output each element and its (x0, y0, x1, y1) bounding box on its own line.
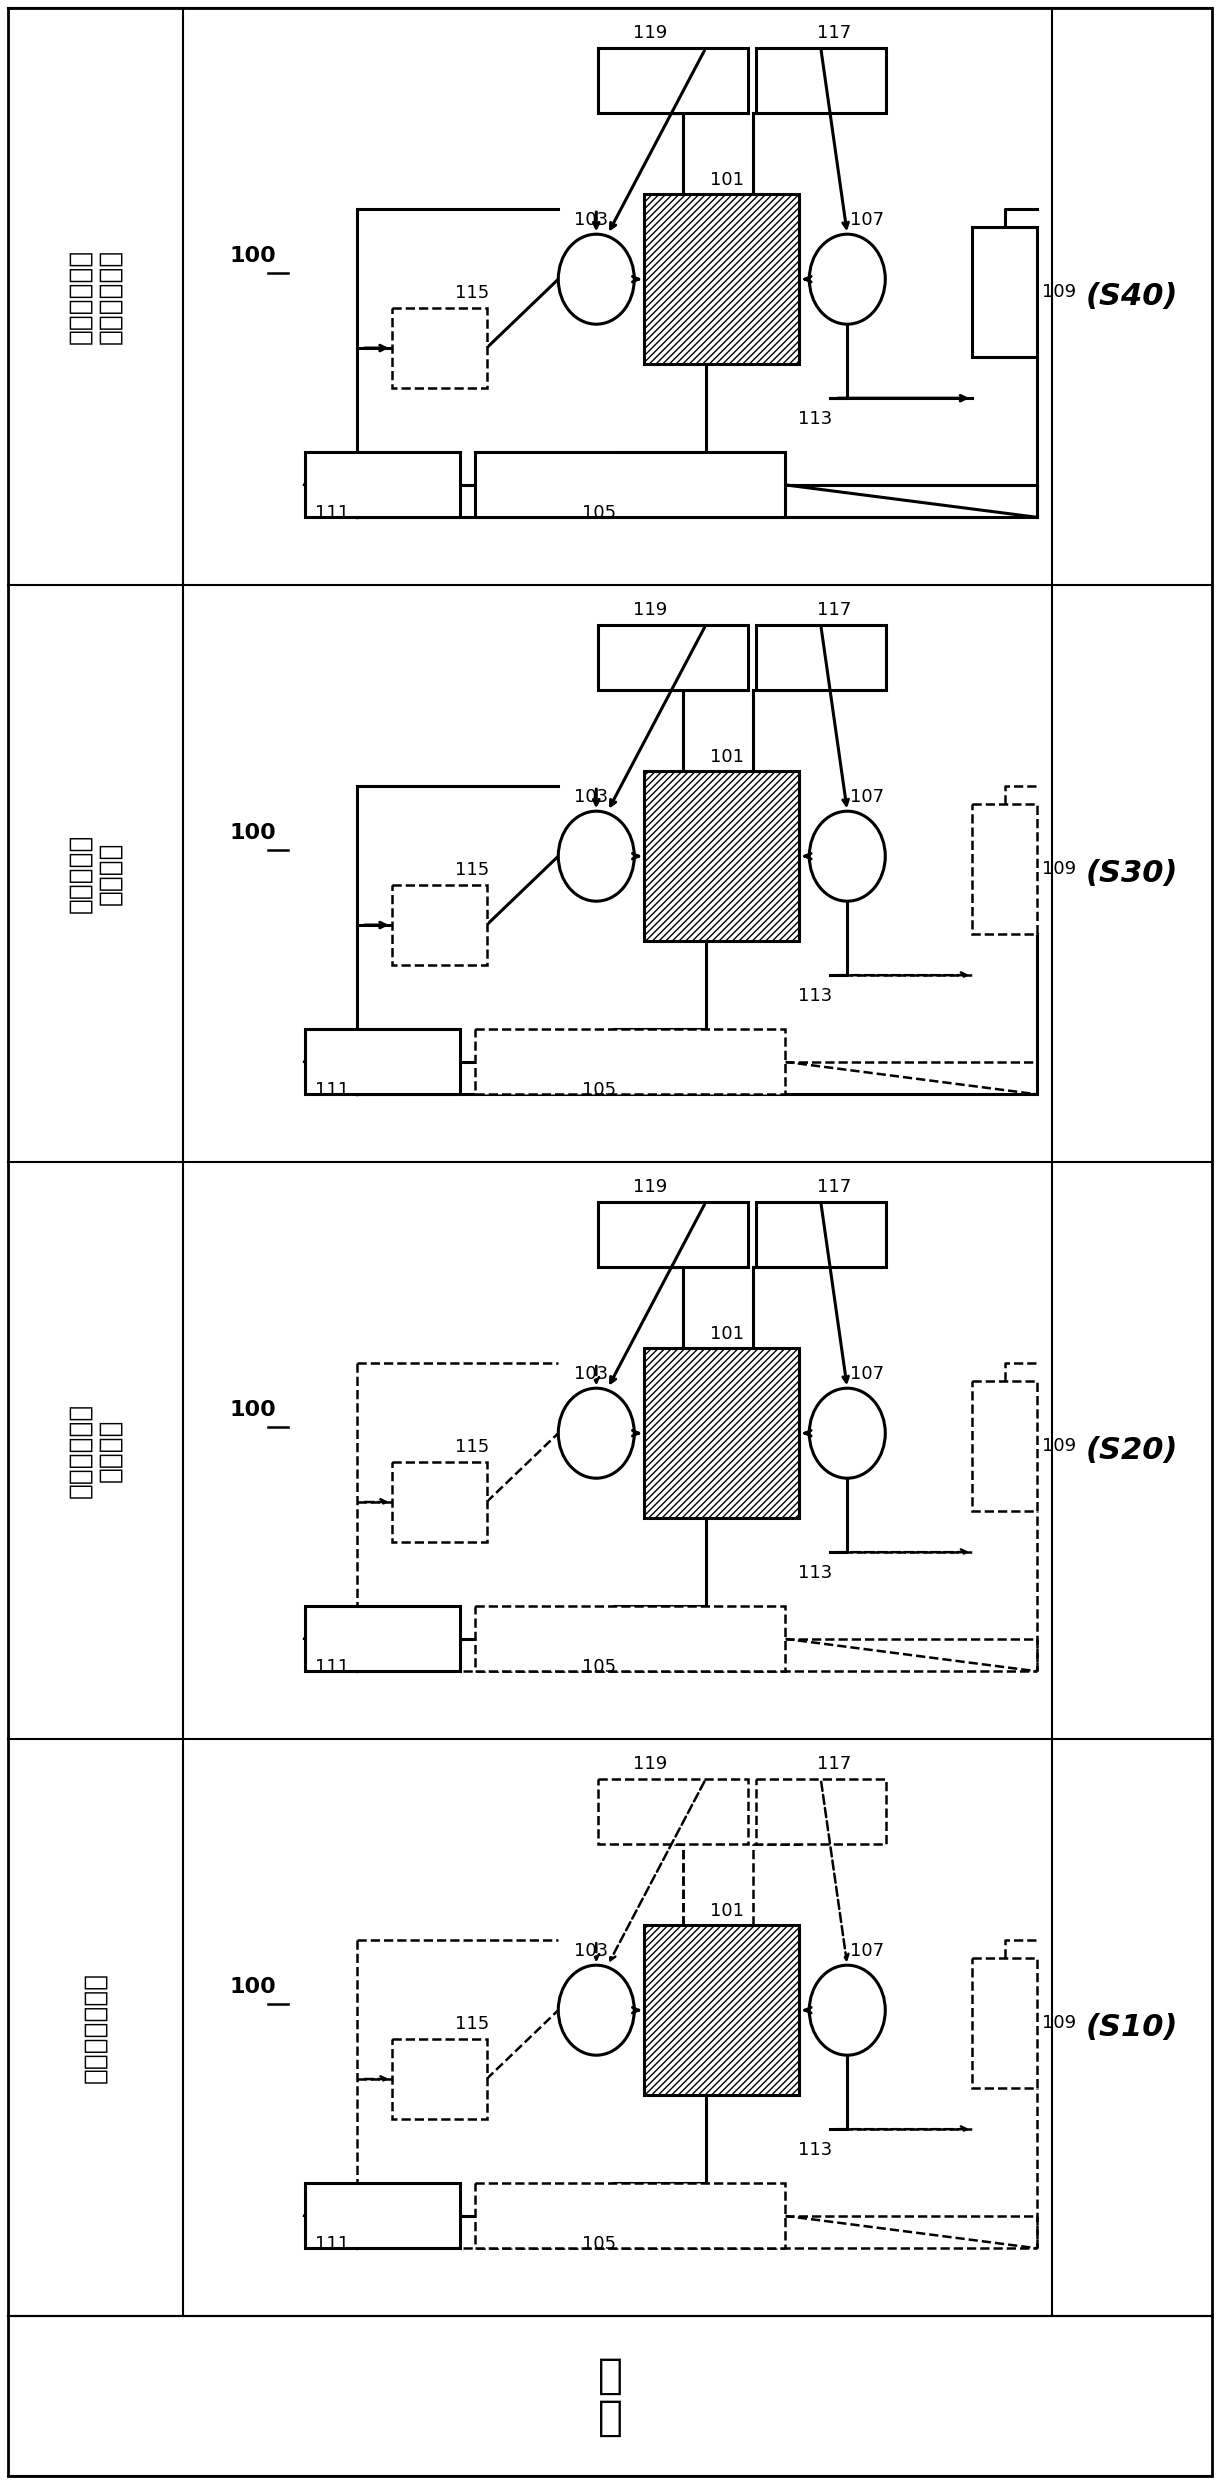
Text: 107: 107 (850, 1366, 884, 1384)
Ellipse shape (559, 1965, 634, 2054)
Text: 107: 107 (850, 1942, 884, 1960)
Bar (755, 626, 886, 691)
Text: 111: 111 (315, 1659, 349, 1677)
Text: 103: 103 (575, 1366, 609, 1384)
Text: 101: 101 (710, 748, 744, 765)
Text: 113: 113 (798, 2141, 832, 2159)
Text: 发动机预热和
加热模式: 发动机预热和 加热模式 (67, 1403, 123, 1498)
Bar (972, 226, 1037, 358)
Bar (475, 452, 784, 517)
Bar (972, 1381, 1037, 1510)
Text: 115: 115 (455, 1438, 489, 1456)
Bar (392, 884, 487, 966)
Text: 105: 105 (582, 1081, 616, 1100)
Bar (305, 2183, 460, 2248)
Text: 105: 105 (582, 504, 616, 522)
Text: 115: 115 (455, 2015, 489, 2032)
Text: 100: 100 (229, 822, 276, 842)
Text: 100: 100 (229, 246, 276, 266)
Text: 105: 105 (582, 2236, 616, 2253)
Text: 109: 109 (1042, 2015, 1076, 2032)
Text: 109: 109 (1042, 1438, 1076, 1456)
Text: 117: 117 (816, 25, 850, 42)
Ellipse shape (559, 812, 634, 902)
Bar (305, 1607, 460, 1672)
Text: 113: 113 (798, 410, 832, 427)
Text: 加热和冷却剂
温度控制模式: 加热和冷却剂 温度控制模式 (67, 248, 123, 345)
Text: 101: 101 (710, 171, 744, 189)
Text: 111: 111 (315, 504, 349, 522)
Ellipse shape (809, 1389, 886, 1478)
Text: 113: 113 (798, 1565, 832, 1582)
Text: 115: 115 (455, 283, 489, 303)
Text: 发动机预热模式: 发动机预热模式 (83, 1972, 109, 2084)
Bar (305, 452, 460, 517)
Ellipse shape (559, 233, 634, 325)
Bar (598, 47, 748, 112)
Bar (755, 1779, 886, 1843)
Text: 117: 117 (816, 601, 850, 619)
Text: 103: 103 (575, 787, 609, 807)
Text: (S40): (S40) (1086, 283, 1179, 310)
Text: 图: 图 (598, 2355, 622, 2397)
Bar (644, 1349, 799, 1518)
Ellipse shape (559, 1389, 634, 1478)
Ellipse shape (809, 1965, 886, 2054)
Bar (475, 2183, 784, 2248)
Bar (392, 2039, 487, 2119)
Bar (644, 770, 799, 941)
Text: 加热和燃油
加热模式: 加热和燃油 加热模式 (67, 835, 123, 914)
Text: 117: 117 (816, 1177, 850, 1195)
Bar (598, 1779, 748, 1843)
Text: 100: 100 (229, 1401, 276, 1421)
Text: (S30): (S30) (1086, 859, 1179, 887)
Bar (475, 1607, 784, 1672)
Bar (644, 1925, 799, 2094)
Bar (644, 194, 799, 365)
Text: (S20): (S20) (1086, 1436, 1179, 1466)
Bar (598, 626, 748, 691)
Text: 109: 109 (1042, 283, 1076, 301)
Bar (392, 308, 487, 388)
Text: 119: 119 (633, 1177, 667, 1195)
Bar (972, 1957, 1037, 2089)
Bar (305, 1028, 460, 1095)
Bar (755, 1202, 886, 1267)
Bar (475, 1028, 784, 1095)
Text: 113: 113 (798, 986, 832, 1006)
Text: (S10): (S10) (1086, 2012, 1179, 2042)
Text: 111: 111 (315, 2236, 349, 2253)
Text: 111: 111 (315, 1081, 349, 1100)
Bar (972, 805, 1037, 934)
Text: 109: 109 (1042, 859, 1076, 879)
Bar (755, 47, 886, 112)
Bar (598, 1202, 748, 1267)
Text: 119: 119 (633, 601, 667, 619)
Text: 107: 107 (850, 787, 884, 807)
Text: 107: 107 (850, 211, 884, 229)
Text: 117: 117 (816, 1756, 850, 1774)
Text: 式: 式 (598, 2397, 622, 2439)
Text: 103: 103 (575, 211, 609, 229)
Text: 103: 103 (575, 1942, 609, 1960)
Text: 101: 101 (710, 1324, 744, 1344)
Text: 119: 119 (633, 25, 667, 42)
Text: 119: 119 (633, 1756, 667, 1774)
Ellipse shape (809, 812, 886, 902)
Text: 100: 100 (229, 1977, 276, 1997)
Text: 105: 105 (582, 1659, 616, 1677)
Text: 115: 115 (455, 862, 489, 879)
Bar (392, 1463, 487, 1543)
Text: 101: 101 (710, 1903, 744, 1920)
Ellipse shape (809, 233, 886, 325)
